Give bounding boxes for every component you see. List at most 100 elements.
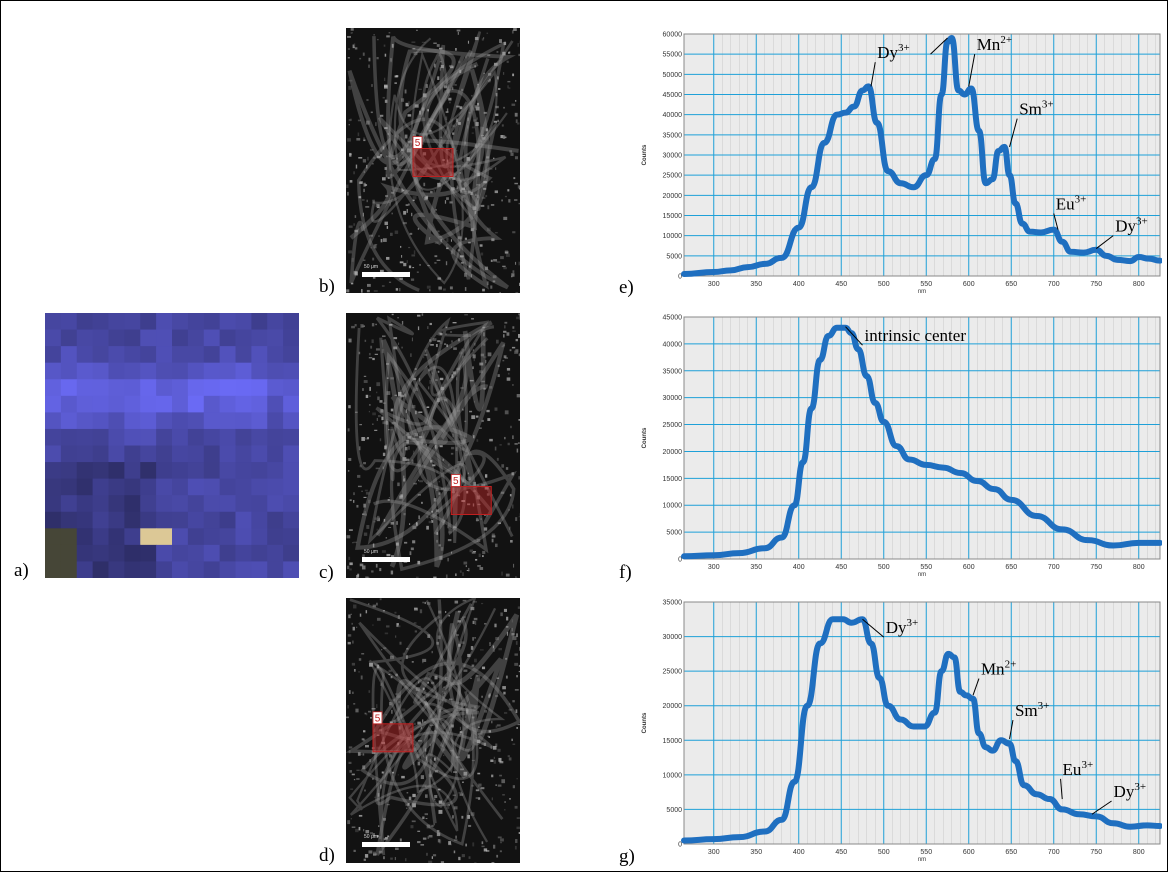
thumb-pixel	[45, 313, 62, 331]
thumb-pixel	[156, 495, 173, 513]
thumb-pixel	[156, 395, 173, 413]
thumb-pixel	[219, 478, 236, 496]
thumb-pixel	[235, 445, 252, 463]
y-tick-label: 25000	[663, 669, 683, 676]
y-tick-label: 30000	[663, 634, 683, 641]
thumb-pixel	[235, 528, 252, 546]
thumb-pixel	[124, 511, 141, 529]
thumb-pixel	[172, 511, 189, 529]
thumb-pixel	[60, 428, 78, 446]
thumb-pixel	[45, 478, 62, 496]
y-tick-label: 20000	[663, 703, 683, 710]
thumb-pixel	[108, 346, 125, 364]
thumb-pixel	[235, 544, 252, 562]
thumb-pixel	[251, 528, 268, 546]
thumb-pixel	[108, 511, 125, 529]
thumb-pixel	[187, 511, 205, 529]
thumb-pixel	[76, 379, 94, 397]
thumb-pixel	[60, 495, 78, 513]
thumb-pixel	[124, 379, 141, 397]
thumb-pixel	[124, 528, 141, 546]
x-tick-label: 550	[920, 849, 932, 856]
thumb-pixel	[251, 561, 268, 578]
thumb-pixel	[235, 412, 252, 430]
x-tick-label: 550	[920, 564, 932, 571]
thumb-pixel	[187, 478, 205, 496]
thumb-pixel	[235, 428, 252, 446]
thumb-pixel	[60, 379, 78, 397]
thumb-pixel	[156, 362, 173, 380]
thumb-pixel	[156, 561, 173, 578]
x-tick-label: 450	[835, 564, 847, 571]
micrograph-d: 5 50 μm	[346, 598, 520, 863]
thumb-pixel	[76, 412, 94, 430]
y-tick-label: 15000	[663, 738, 683, 745]
thumb-pixel	[219, 412, 236, 430]
thumb-pixel	[235, 379, 252, 397]
x-tick-label: 550	[920, 281, 932, 288]
thumb-pixel	[251, 462, 268, 480]
spectrum-g: 300 350 400 450 500 550 600 650 700 750 800 0 5000 10…	[640, 598, 1163, 867]
spectrum-line	[681, 35, 1163, 277]
thumb-pixel	[92, 412, 109, 430]
panel-label-d: d)	[319, 845, 335, 866]
thumb-pixel	[219, 362, 236, 380]
x-tick-label: 350	[750, 281, 762, 288]
thumb-pixel	[235, 329, 252, 347]
thumb-pixel	[108, 544, 125, 562]
thumb-pixel	[203, 544, 221, 562]
thumb-pixel	[60, 362, 78, 380]
x-tick-label: 450	[835, 281, 847, 288]
thumb-pixel	[140, 561, 157, 578]
thumb-pixel	[219, 379, 236, 397]
annotation-leader	[972, 678, 980, 696]
thumb-pixel	[76, 511, 94, 529]
thumb-pixel	[283, 511, 299, 529]
x-tick-label: 700	[1048, 281, 1060, 288]
y-tick-label: 35000	[663, 132, 683, 139]
thumb-pixel	[60, 511, 78, 529]
thumb-pixel	[60, 412, 78, 430]
thumb-pixel	[203, 478, 221, 496]
thumb-pixel	[108, 495, 125, 513]
thumb-pixel	[45, 379, 62, 397]
thumb-pixel	[45, 412, 62, 430]
y-tick-label: 20000	[663, 193, 683, 200]
thumb-pixel	[60, 462, 78, 480]
thumb-pixel	[235, 313, 252, 331]
thumb-pixel	[219, 329, 236, 347]
thumb-pixel	[187, 313, 205, 331]
thumb-pixel	[60, 445, 78, 463]
thumb-pixel	[283, 362, 299, 380]
annotation-leader	[930, 37, 948, 55]
thumb-pixel	[60, 395, 78, 413]
thumb-pixel	[45, 561, 62, 578]
thumb-pixel	[251, 511, 268, 529]
micrograph-c: 5 50 μm	[346, 313, 520, 578]
thumb-pixel	[187, 346, 205, 364]
roi-label: 5	[415, 138, 421, 149]
x-tick-label: 600	[963, 281, 975, 288]
thumb-pixel	[187, 561, 205, 578]
panel-label-a: a)	[14, 560, 29, 581]
panel-label-f: f)	[619, 562, 632, 583]
thumb-pixel	[45, 528, 62, 546]
thumb-pixel	[108, 462, 125, 480]
thumb-pixel	[203, 313, 221, 331]
thumb-pixel	[140, 346, 157, 364]
thumb-pixel	[267, 428, 284, 446]
thumb-pixel	[60, 329, 78, 347]
thumb-pixel	[108, 313, 125, 331]
y-tick-label: 10000	[663, 503, 683, 510]
thumb-pixel	[219, 511, 236, 529]
thumb-pixel	[172, 428, 189, 446]
thumb-pixel	[108, 561, 125, 578]
thumb-pixel	[235, 395, 252, 413]
thumb-pixel	[140, 511, 157, 529]
micrograph-b: 5 50 μm	[346, 28, 520, 293]
thumb-pixel	[283, 329, 299, 347]
thumb-pixel	[283, 313, 299, 331]
y-tick-label: 55000	[663, 52, 683, 59]
thumb-pixel	[140, 362, 157, 380]
thumb-pixel	[92, 379, 109, 397]
